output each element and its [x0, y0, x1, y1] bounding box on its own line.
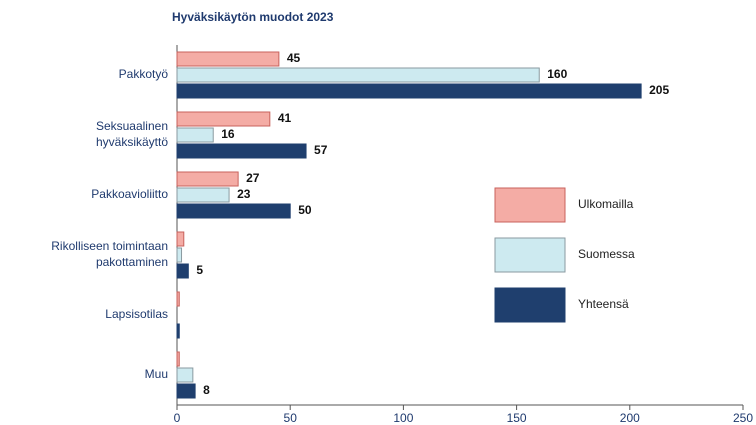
- bar: [176, 127, 214, 143]
- x-tick-label: 150: [507, 411, 527, 425]
- data-label: 45: [287, 51, 301, 65]
- data-label: 41: [278, 111, 292, 125]
- data-label: 27: [246, 171, 260, 185]
- bar: [176, 231, 185, 247]
- data-label: 205: [649, 83, 669, 97]
- legend-label: Suomessa: [578, 247, 635, 261]
- x-tick-label: 200: [620, 411, 640, 425]
- y-tick-label: Seksuaalinen hyväksikäyttö: [96, 119, 168, 149]
- legend-swatch: [494, 187, 566, 223]
- x-tick-label: 0: [174, 411, 181, 425]
- data-label: 50: [298, 203, 312, 217]
- bar: [176, 203, 291, 219]
- legend-label: Yhteensä: [578, 297, 629, 311]
- bar: [176, 323, 180, 339]
- bar: [176, 247, 183, 263]
- legend-swatch: [494, 287, 566, 323]
- bar: [176, 143, 307, 159]
- bar: [176, 383, 196, 399]
- x-tick-label: 50: [284, 411, 298, 425]
- bar: [176, 263, 189, 279]
- bar: [176, 187, 230, 203]
- x-tick-label: 250: [733, 411, 753, 425]
- bar: [176, 51, 280, 67]
- legend-label: Ulkomailla: [578, 197, 634, 211]
- chart-title: Hyväksikäytön muodot 2023: [172, 10, 334, 24]
- bar: [176, 67, 540, 83]
- bar: [176, 367, 194, 383]
- data-label: 57: [314, 143, 328, 157]
- bar: [176, 291, 180, 307]
- y-tick-label: Muu: [145, 367, 168, 381]
- y-tick-label: Pakkotyö: [119, 67, 169, 81]
- data-label: 160: [547, 67, 567, 81]
- bar: [176, 171, 239, 187]
- legend-swatch: [494, 237, 566, 273]
- data-label: 16: [221, 127, 235, 141]
- y-tick-label: Pakkoavioliitto: [91, 187, 168, 201]
- data-label: 5: [196, 263, 203, 277]
- bar: [176, 111, 271, 127]
- bar: [176, 351, 180, 367]
- data-label: 8: [203, 383, 210, 397]
- x-tick-label: 100: [393, 411, 413, 425]
- data-label: 23: [237, 187, 251, 201]
- y-tick-label: Lapsisotilas: [105, 307, 168, 321]
- y-tick-label: Rikolliseen toimintaan pakottaminen: [51, 239, 168, 269]
- bar: [176, 83, 642, 99]
